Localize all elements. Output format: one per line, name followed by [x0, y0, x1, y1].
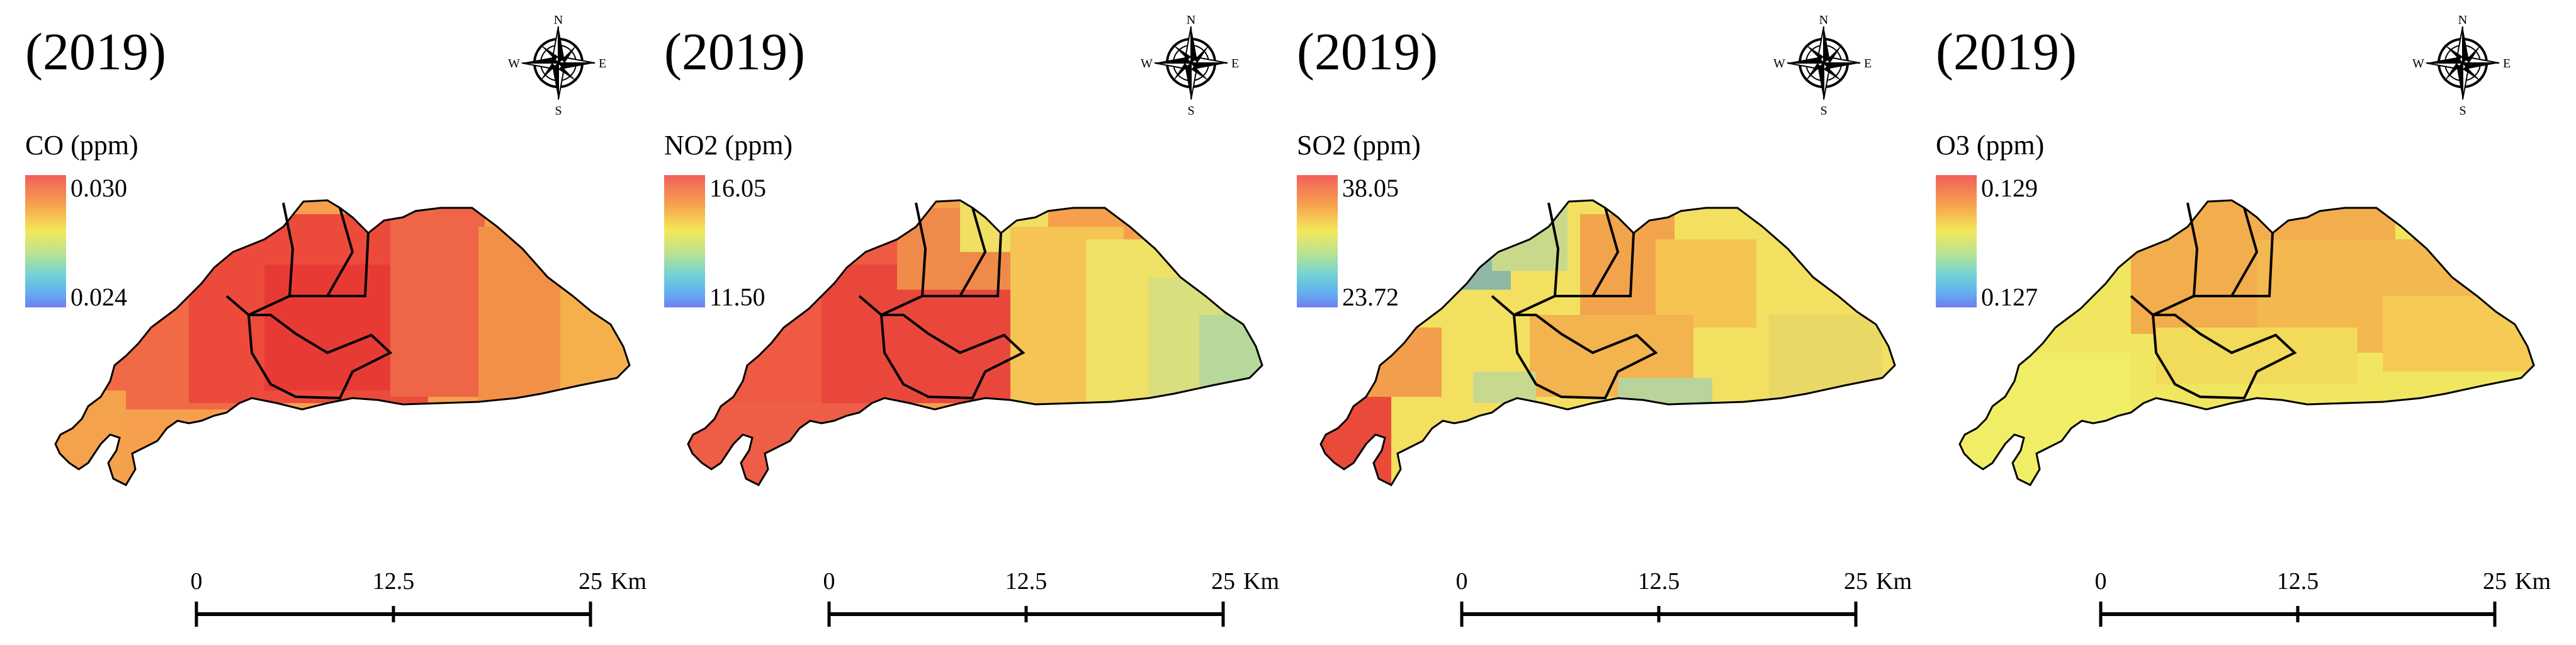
legend-title: NO2 (ppm) [664, 130, 793, 161]
district-boundary [225, 295, 393, 400]
compass-south-label: S [2459, 104, 2466, 118]
compass-west-label: W [508, 57, 520, 71]
scale-unit-label: Km [1876, 568, 1912, 595]
district-boundary [2194, 207, 2259, 297]
district-boundary [248, 202, 295, 316]
scale-unit-label: Km [1243, 568, 1279, 595]
compass-west-label: W [1141, 57, 1153, 71]
scale-tick-label: 25 [1844, 568, 1868, 595]
compass-east-label: E [1231, 57, 1239, 71]
scale-tick-label: 25 [579, 568, 602, 595]
pollution-raster [688, 200, 1262, 485]
legend-color-ramp [1297, 175, 1338, 307]
legend-title: SO2 (ppm) [1297, 130, 1421, 161]
scale-tick-label: 25 [2483, 568, 2507, 595]
panel-year-label: (2019) [1936, 23, 2077, 81]
compass-west-label: W [2412, 57, 2424, 71]
compass-north-label: N [1187, 13, 1195, 27]
legend-color-ramp [1936, 175, 1977, 307]
scale-tick-label: 25 [1211, 568, 1235, 595]
district-boundary [922, 207, 987, 297]
scale-tick-label: 12.5 [373, 568, 415, 595]
scale-unit-label: Km [2515, 568, 2551, 595]
pollution-raster [55, 200, 630, 485]
compass-north-label: N [1819, 13, 1828, 27]
legend-title: CO (ppm) [25, 130, 138, 161]
scale-tick-label: 12.5 [1638, 568, 1680, 595]
pollution-raster [1321, 200, 1895, 485]
legend-color-ramp [25, 175, 66, 307]
district-boundary [1593, 232, 1635, 297]
legend-min-value: 11.50 [709, 283, 765, 311]
compass-south-label: S [1820, 104, 1827, 118]
compass-north-label: N [2458, 13, 2467, 27]
panel-year-label: (2019) [25, 23, 166, 81]
legend-max-value: 16.05 [709, 174, 766, 202]
compass-rose-icon: N S E W [1773, 13, 1872, 118]
district-boundary [327, 232, 370, 297]
compass-rose-icon: N S E W [1141, 13, 1239, 118]
district-boundary [1555, 207, 1620, 297]
panel-year-label: (2019) [664, 23, 805, 81]
compass-east-label: E [2503, 57, 2511, 71]
compass-south-label: S [1187, 104, 1194, 118]
scale-tick-label: 0 [191, 568, 203, 595]
legend-max-value: 38.05 [1342, 174, 1399, 202]
panel-no2: (2019) N S E W NO2 (ppm) 16.05 11.50 [664, 13, 1279, 627]
legend-min-value: 0.127 [1981, 283, 2038, 311]
scale-tick-label: 0 [1456, 568, 1468, 595]
legend-min-value: 0.024 [71, 283, 127, 311]
panel-so2: (2019) N S E W SO2 (ppm) 38.05 23.72 [1297, 13, 1912, 627]
scale-tick-label: 12.5 [1005, 568, 1048, 595]
panel-year-label: (2019) [1297, 23, 1438, 81]
legend-max-value: 0.129 [1981, 174, 2038, 202]
district-boundary [858, 295, 1025, 400]
scale-unit-label: Km [611, 568, 647, 595]
compass-south-label: S [555, 104, 562, 118]
district-boundary [960, 232, 1002, 297]
legend-color-ramp [664, 175, 705, 307]
compass-east-label: E [599, 57, 606, 71]
scale-tick-label: 12.5 [2277, 568, 2319, 595]
district-boundary [1491, 295, 1658, 400]
legend-min-value: 23.72 [1342, 283, 1399, 311]
district-boundary [881, 202, 927, 316]
compass-rose-icon: N S E W [2412, 13, 2511, 118]
panel-o3: (2019) N S E W O3 (ppm) 0.129 0.127 [1936, 13, 2551, 627]
scale-tick-label: 0 [2095, 568, 2107, 595]
scale-tick-label: 0 [823, 568, 835, 595]
panel-co: (2019) N S E W CO (ppm) 0.030 0.024 [25, 13, 647, 627]
district-boundary [2130, 295, 2297, 400]
pollution-raster [1960, 200, 2534, 485]
district-boundary [1513, 202, 1560, 316]
district-boundary [2152, 202, 2199, 316]
district-boundary [290, 207, 354, 297]
district-boundary [2232, 232, 2274, 297]
compass-west-label: W [1773, 57, 1785, 71]
legend-title: O3 (ppm) [1936, 130, 2044, 161]
compass-east-label: E [1864, 57, 1872, 71]
legend-max-value: 0.030 [71, 174, 127, 202]
compass-north-label: N [554, 13, 563, 27]
compass-rose-icon: N S E W [508, 13, 606, 118]
